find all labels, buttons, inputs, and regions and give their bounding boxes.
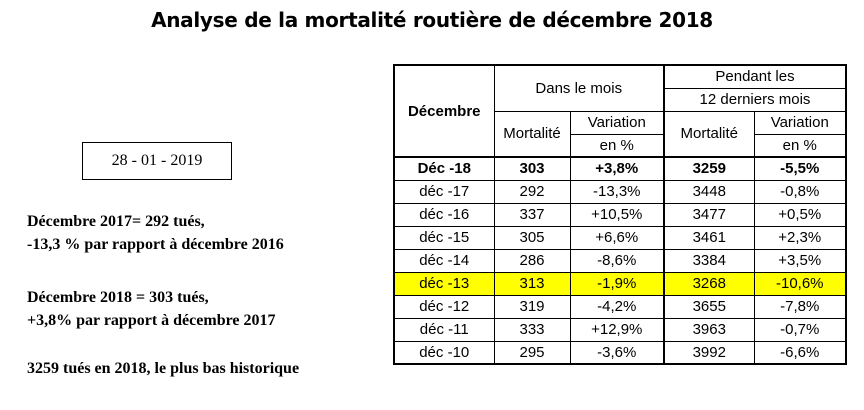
page-title: Analyse de la mortalité routière de déce…	[151, 8, 713, 32]
header-row-3: Mortalité Variation Mortalité Variation	[394, 110, 847, 158]
mortalite-cell: 286	[493, 248, 571, 273]
variation-12-cell: -5,5%	[753, 156, 847, 181]
header-en-pct: en %	[569, 133, 665, 158]
note-line: Décembre 2017= 292 tués,	[27, 213, 205, 230]
variation-12-cell: -0,7%	[753, 317, 847, 342]
table-row: déc -13 313 -1,9% 3268 -10,6%	[393, 271, 847, 296]
header-en-pct-12: en %	[753, 133, 847, 158]
variation-12-cell: -10,6%	[753, 271, 847, 296]
row-label: déc -11	[393, 317, 495, 342]
table-row: déc -14 286 -8,6% 3384 +3,5%	[393, 248, 847, 273]
table-row: Déc -18 303 +3,8% 3259 -5,5%	[393, 156, 847, 181]
variation-12-cell: +3,5%	[753, 248, 847, 273]
variation-12-cell: -6,6%	[753, 340, 847, 365]
variation-cell: -4,2%	[569, 294, 665, 319]
date-text: 28 - 01 - 2019	[111, 152, 203, 169]
variation-cell: +3,8%	[569, 156, 665, 181]
note-line: 3259 tués en 2018, le plus bas historiqu…	[27, 360, 300, 377]
mortalite-cell: 333	[493, 317, 571, 342]
note-december-2018: Décembre 2018 = 303 tués, +3,8% par rapp…	[27, 286, 276, 332]
table-row: déc -10 295 -3,6% 3992 -6,6%	[393, 340, 847, 365]
header-mortalite-12: Mortalité	[663, 110, 755, 158]
variation-12-cell: +0,5%	[753, 202, 847, 227]
row-label: déc -13	[393, 271, 495, 296]
date-box: 28 - 01 - 2019	[82, 142, 232, 180]
note-line: -13,3 % par rapport à décembre 2016	[27, 236, 284, 253]
variation-cell: -3,6%	[569, 340, 665, 365]
mortalite-12-cell: 3268	[663, 271, 755, 296]
row-label: déc -16	[393, 202, 495, 227]
variation-cell: +10,5%	[569, 202, 665, 227]
mortalite-12-cell: 3384	[663, 248, 755, 273]
row-label: Déc -18	[393, 156, 495, 181]
mortalite-cell: 303	[493, 156, 571, 181]
mortalite-cell: 305	[493, 225, 571, 250]
mortality-table: Décembre Dans le mois Pendant les 12 der…	[393, 64, 847, 365]
mortalite-12-cell: 3477	[663, 202, 755, 227]
header-variation-12: Variation	[753, 110, 847, 135]
note-line: +3,8% par rapport à décembre 2017	[27, 312, 276, 329]
header-variation: Variation	[569, 110, 665, 135]
row-label: déc -10	[393, 340, 495, 365]
mortalite-12-cell: 3259	[663, 156, 755, 181]
row-label: déc -14	[393, 248, 495, 273]
header-row-4: en % en %	[394, 133, 847, 158]
note-annual-total: 3259 tués en 2018, le plus bas historiqu…	[27, 357, 299, 380]
mortalite-cell: 292	[493, 179, 571, 204]
mortalite-cell: 295	[493, 340, 571, 365]
table-row: déc -16 337 +10,5% 3477 +0,5%	[393, 202, 847, 227]
header-decembre: Décembre	[393, 64, 495, 158]
header-row-2: 12 derniers mois	[394, 87, 847, 112]
mortalite-cell: 319	[493, 294, 571, 319]
mortalite-12-cell: 3992	[663, 340, 755, 365]
mortalite-cell: 337	[493, 202, 571, 227]
note-line: Décembre 2018 = 303 tués,	[27, 289, 209, 306]
variation-cell: -1,9%	[569, 271, 665, 296]
table-row: déc -12 319 -4,2% 3655 -7,8%	[393, 294, 847, 319]
variation-12-cell: +2,3%	[753, 225, 847, 250]
note-december-2017: Décembre 2017= 292 tués, -13,3 % par rap…	[27, 210, 284, 256]
variation-12-cell: -0,8%	[753, 179, 847, 204]
table-row: déc -17 292 -13,3% 3448 -0,8%	[393, 179, 847, 204]
header-pendant-les: Pendant les	[663, 64, 847, 89]
mortalite-12-cell: 3963	[663, 317, 755, 342]
header-row-1: Décembre Dans le mois Pendant les	[393, 64, 847, 158]
header-12-derniers-mois: 12 derniers mois	[663, 87, 847, 112]
header-dans-le-mois: Dans le mois	[493, 64, 665, 112]
mortalite-cell: 313	[493, 271, 571, 296]
row-label: déc -17	[393, 179, 495, 204]
variation-cell: +12,9%	[569, 317, 665, 342]
variation-cell: +6,6%	[569, 225, 665, 250]
header-mortalite: Mortalité	[493, 110, 571, 158]
row-label: déc -15	[393, 225, 495, 250]
table-row: déc -15 305 +6,6% 3461 +2,3%	[393, 225, 847, 250]
mortalite-12-cell: 3655	[663, 294, 755, 319]
variation-12-cell: -7,8%	[753, 294, 847, 319]
variation-cell: -8,6%	[569, 248, 665, 273]
table-row: déc -11 333 +12,9% 3963 -0,7%	[393, 317, 847, 342]
mortalite-12-cell: 3461	[663, 225, 755, 250]
variation-cell: -13,3%	[569, 179, 665, 204]
mortalite-12-cell: 3448	[663, 179, 755, 204]
row-label: déc -12	[393, 294, 495, 319]
